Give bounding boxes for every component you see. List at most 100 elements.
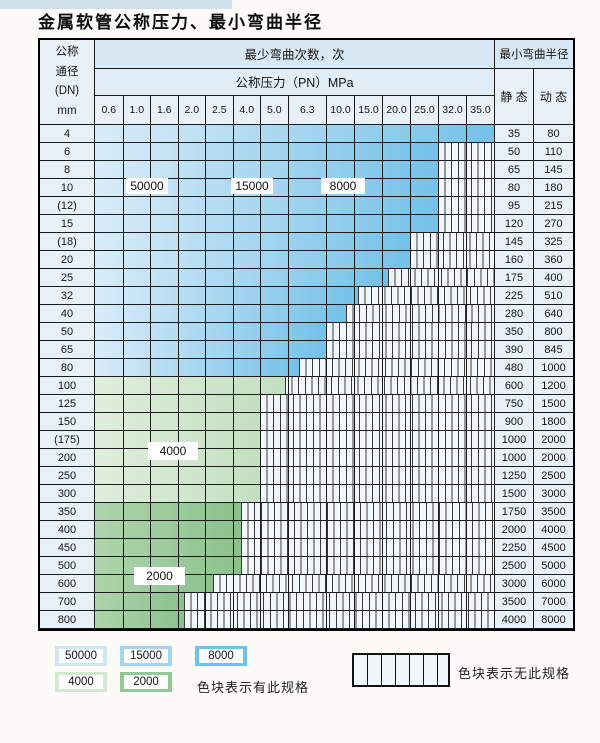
pressure-col-header: 20.0 <box>382 96 410 124</box>
no-spec-hatch <box>260 395 494 412</box>
spec-zone <box>95 395 260 412</box>
header-middle: 最少弯曲次数，次 公称压力（PN）MPa 0.6 1.0 1.6 2.0 2.5 4.0 5… <box>95 40 495 124</box>
dn-cell: 600 <box>40 575 95 592</box>
spec-zone <box>95 233 410 250</box>
pressure-strip <box>95 305 495 322</box>
pressure-strip <box>95 449 495 466</box>
pressure-strip <box>95 179 495 196</box>
legend-swatch-label: 50000 <box>59 649 103 663</box>
dn-cell: 350 <box>40 503 95 520</box>
pressure-strip <box>95 395 495 412</box>
pressure-col-header: 25.0 <box>410 96 438 124</box>
spec-zone <box>95 251 410 268</box>
table-row: 500 2500 5000 <box>40 557 573 575</box>
no-spec-hatch <box>387 269 494 286</box>
pressure-strip <box>95 575 495 592</box>
spec-zone <box>95 341 326 358</box>
spec-zone <box>95 611 185 628</box>
table-row: 40 280 640 <box>40 305 573 323</box>
table-row: 15 120 270 <box>40 215 573 233</box>
spec-zone <box>95 287 359 304</box>
dynamic-radius-cell: 510 <box>534 287 573 304</box>
legend-swatch: 8000 <box>195 646 247 666</box>
static-radius-cell: 350 <box>495 323 534 340</box>
static-radius-cell: 50 <box>495 143 534 160</box>
static-radius-cell: 1250 <box>495 467 534 484</box>
legend-swatch-label: 15000 <box>124 649 168 663</box>
table-row: 600 3000 6000 <box>40 575 573 593</box>
no-spec-hatch <box>260 413 494 430</box>
pressure-strip <box>95 197 495 214</box>
dn-cell: 150 <box>40 413 95 430</box>
dn-cell: (18) <box>40 233 95 250</box>
dynamic-radius-cell: 3500 <box>534 503 573 520</box>
pressure-strip <box>95 485 495 502</box>
pressure-strip <box>95 143 495 160</box>
table-row: 350 1750 3500 <box>40 503 573 521</box>
dn-cell: 200 <box>40 449 95 466</box>
spec-zone <box>95 485 260 502</box>
dn-cell: 400 <box>40 521 95 538</box>
dn-cell: (12) <box>40 197 95 214</box>
spec-zone <box>95 503 241 520</box>
dynamic-radius-cell: 800 <box>534 323 573 340</box>
pressure-col-header: 10.0 <box>326 96 354 124</box>
dynamic-radius-cell: 8000 <box>534 611 573 628</box>
legend-swatch: 50000 <box>55 646 107 666</box>
no-spec-hatch <box>240 557 494 574</box>
table-row: 450 2250 4500 <box>40 539 573 557</box>
table-row: 32 225 510 <box>40 287 573 305</box>
static-radius-cell: 65 <box>495 161 534 178</box>
dynamic-radius-cell: 2500 <box>534 467 573 484</box>
legend-swatch-label: 4000 <box>59 675 103 689</box>
header-right: 最小弯曲半径 静 态 动 态 <box>495 40 573 124</box>
spec-zone <box>95 575 214 592</box>
pressure-col-header: 2.0 <box>177 96 206 124</box>
table-row: 10 80 180 <box>40 179 573 197</box>
dn-cell: 800 <box>40 611 95 628</box>
static-radius-cell: 1000 <box>495 431 534 448</box>
dynamic-header: 动 态 <box>539 89 568 104</box>
dynamic-radius-cell: 1000 <box>534 359 573 376</box>
static-dynamic-row: 静 态 动 态 <box>495 68 573 124</box>
static-radius-cell: 35 <box>495 125 534 142</box>
spec-zone <box>95 179 438 196</box>
pressure-strip <box>95 521 495 538</box>
pressure-band: 公称压力（PN）MPa <box>95 68 494 97</box>
static-radius-cell: 2500 <box>495 557 534 574</box>
page-title: 金属软管公称压力、最小弯曲半径 <box>38 13 323 33</box>
no-spec-hatch <box>260 485 494 502</box>
table-row: 400 2000 4000 <box>40 521 573 539</box>
static-radius-cell: 225 <box>495 287 534 304</box>
dn-cell: 80 <box>40 359 95 376</box>
no-spec-hatch <box>438 143 494 160</box>
pressure-strip <box>95 557 495 574</box>
dn-cell: 10 <box>40 179 95 196</box>
table-row: 20 160 360 <box>40 251 573 269</box>
spec-zone <box>95 323 326 340</box>
static-radius-cell: 3500 <box>495 593 534 610</box>
dn-cell: 500 <box>40 557 95 574</box>
pressure-strip <box>95 431 495 448</box>
pressure-col-header: 6.3 <box>287 96 327 124</box>
no-spec-hatch <box>299 359 494 376</box>
pressure-strip <box>95 215 495 232</box>
no-spec-hatch <box>260 467 494 484</box>
legend-no-spec-hatch <box>352 653 450 687</box>
no-spec-hatch <box>240 503 494 520</box>
dn-cell: 15 <box>40 215 95 232</box>
dn-cell: 50 <box>40 323 95 340</box>
no-spec-hatch <box>260 449 494 466</box>
pressure-strip <box>95 593 495 610</box>
no-spec-hatch <box>410 251 494 268</box>
legend-swatch: 2000 <box>120 672 172 692</box>
static-header: 静 态 <box>495 68 534 124</box>
spec-zone <box>95 413 260 430</box>
table-row: 100 600 1200 <box>40 377 573 395</box>
pressure-strip <box>95 341 495 358</box>
dynamic-radius-cell: 2000 <box>534 449 573 466</box>
pressure-strip <box>95 251 495 268</box>
page-top-strip <box>0 0 232 9</box>
legend-swatch: 15000 <box>120 646 172 666</box>
dynamic-radius-cell: 180 <box>534 179 573 196</box>
